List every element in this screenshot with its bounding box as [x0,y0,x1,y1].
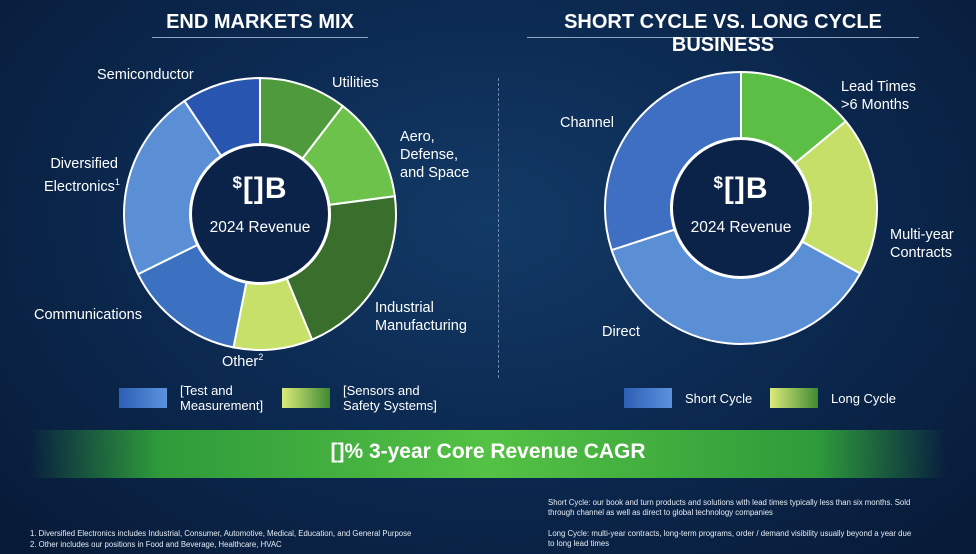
footnote-other: 2. Other includes our positions in Food … [30,540,282,549]
right-center-caption: 2024 Revenue [690,219,792,236]
label-industrial-manufacturing: Industrial Manufacturing [375,300,467,334]
label-channel: Channel [560,115,615,131]
right-chart-title: SHORT CYCLE VS. LONG CYCLE BUSINESS [527,8,919,56]
donut-hole [190,144,330,284]
label-utilities: Utilities [332,75,379,91]
footnote-long-cycle: Long Cycle: multi-year contracts, long-t… [548,529,912,548]
right-center-value: $[]B [713,172,769,205]
end-markets-donut [123,76,397,351]
footnote-diversified: 1. Diversified Electronics includes Indu… [30,529,412,538]
legend-long-cycle: Long Cycle [831,391,897,406]
label-direct: Direct [602,324,640,340]
label-diversified-electronics: Diversified Electronics1 [44,156,120,195]
cagr-banner-text: []% 3-year Core Revenue CAGR [330,440,646,463]
legend-swatch-sensors-safety [282,388,330,408]
label-semiconductor: Semiconductor [97,67,194,83]
legend-swatch-long-cycle [770,388,818,408]
legend-swatch-short-cycle [624,388,672,408]
label-lead-times: Lead Times >6 Months [841,79,916,113]
left-center-caption: 2024 Revenue [209,219,311,236]
cycle-donut [604,70,878,345]
label-communications: Communications [34,307,142,323]
footnote-short-cycle: Short Cycle: our book and turn products … [548,498,911,517]
label-other: Other2 [222,352,264,370]
label-aero: Aero, Defense, and Space [400,129,470,181]
left-center-value: $[]B [232,172,288,205]
legend-short-cycle: Short Cycle [685,391,753,406]
legend-sensors-safety: [Sensors and Safety Systems] [343,383,437,413]
donut-hole [671,138,811,278]
cagr-banner [30,430,946,478]
legend-test-measurement: [Test and Measurement] [180,383,264,413]
section-divider [498,78,499,378]
legend-swatch-test-measurement [119,388,167,408]
label-multi-year-contracts: Multi-year Contracts [890,227,954,261]
left-chart-title: END MARKETS MIX [152,8,368,38]
